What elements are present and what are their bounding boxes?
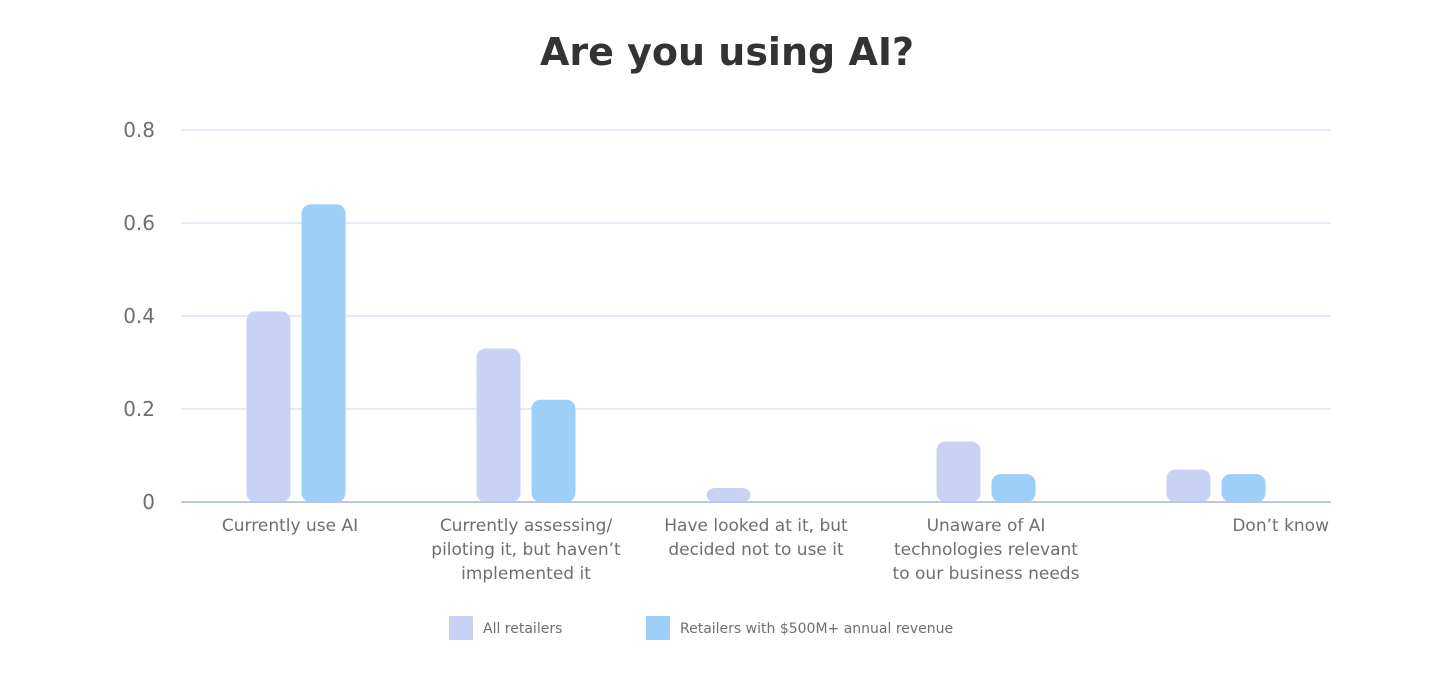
bar-large-retailers <box>301 204 346 502</box>
legend-label: All retailers <box>483 621 562 637</box>
x-tick-label: Don’t know <box>1232 516 1329 536</box>
x-tick-label: piloting it, but haven’t <box>431 540 621 560</box>
legend-swatch <box>646 616 670 640</box>
x-tick-label: Currently use AI <box>222 516 358 536</box>
y-tick-label: 0 <box>142 490 155 514</box>
y-tick-label: 0.2 <box>123 397 155 421</box>
legend-swatch <box>449 616 473 640</box>
x-tick-label: to our business needs <box>893 564 1080 584</box>
x-tick-label: Unaware of AI <box>927 516 1046 536</box>
x-tick-label: technologies relevant <box>894 540 1078 560</box>
y-tick-label: 0.8 <box>123 118 155 142</box>
x-axis: Currently use AI Currently assessing/pilo… <box>181 501 1331 584</box>
x-tick-label: Currently assessing/ <box>440 516 613 536</box>
bar-all-retailers <box>706 488 751 502</box>
legend: All retailers Retailers with $500M+ annua… <box>449 616 953 640</box>
y-tick-label: 0.4 <box>123 304 155 328</box>
y-tick-label: 0.6 <box>123 211 155 235</box>
x-tick-label: implemented it <box>461 564 591 584</box>
bar-large-retailers <box>991 474 1036 502</box>
x-tick-label: Have looked at it, but <box>664 516 848 536</box>
bar-large-retailers <box>1221 474 1266 502</box>
y-axis: 0 0.2 0.4 0.6 0.8 <box>123 118 155 514</box>
bar-all-retailers <box>1166 469 1211 502</box>
bar-all-retailers <box>476 348 521 502</box>
bar-series <box>246 204 1266 502</box>
bar-all-retailers <box>246 311 291 502</box>
legend-label: Retailers with $500M+ annual revenue <box>680 621 953 637</box>
x-tick-label: decided not to use it <box>668 540 844 560</box>
bar-all-retailers <box>936 441 981 502</box>
bar-large-retailers <box>531 399 576 502</box>
gridlines <box>181 129 1331 410</box>
chart-title: Are you using AI? <box>539 30 915 74</box>
